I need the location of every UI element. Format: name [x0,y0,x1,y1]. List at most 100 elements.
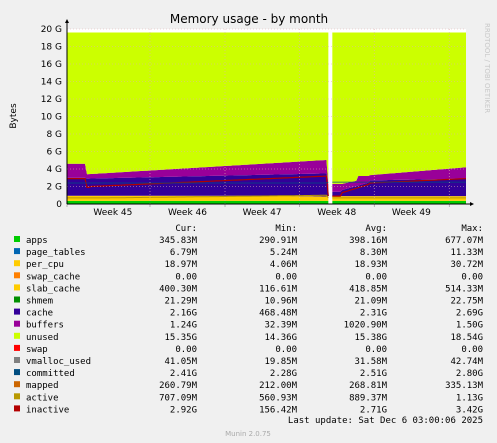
legend-max-vmalloc_used: 42.74M [450,357,483,367]
legend-swatch-shmem [14,296,20,303]
legend-avg-shmem: 21.09M [354,297,387,307]
line-committed-0 [67,181,329,184]
legend-max-active: 1.13G [456,393,483,403]
legend-name-apps: apps [26,236,48,246]
legend-min-swap: 0.00 [275,345,297,355]
legend-cur-inactive: 2.92G [170,405,197,415]
legend-min-committed: 2.28G [270,369,297,379]
x-tick-label: Week 49 [392,208,431,218]
legend-rows: apps 345.83M 290.91M 398.16M 677.07M page_tab… [14,236,484,415]
legend-name-mapped: mapped [26,381,59,391]
column-header-min: Min: [275,224,297,234]
legend-max-buffers: 1.50G [456,321,483,331]
line-active-0 [67,194,329,199]
legend-avg-mapped: 268.81M [349,381,388,391]
column-header-max: Max: [461,224,483,234]
y-tick-label: 14 G [41,78,62,88]
legend-min-swap_cache: 0.00 [275,272,297,282]
legend-name-swap: swap [26,345,48,355]
legend-name-inactive: inactive [26,405,69,415]
legend-max-mapped: 335.13M [445,381,484,391]
legend-min-slab_cache: 116.61M [259,284,298,294]
legend-max-apps: 677.07M [445,236,484,246]
legend-avg-active: 889.37M [349,393,388,403]
legend-max-unused: 18.54G [450,333,483,343]
legend-max-committed: 2.80G [456,369,483,379]
y-tick-label: 10 G [41,113,62,123]
legend-name-shmem: shmem [26,297,53,307]
x-axis: Week 45 Week 46 Week 47 Week 48 Week 49 [66,202,474,218]
legend-name-buffers: buffers [26,321,64,331]
legend-swatch-unused [14,332,20,339]
legend-cur-active: 707.09M [159,393,198,403]
rrdtool-watermark: RRDTOOL / TOBI OETIKER [483,23,491,113]
x-tick-label: Week 45 [93,208,132,218]
legend-cur-page_tables: 6.79M [170,248,198,258]
legend-cur-buffers: 1.24G [170,321,197,331]
x-tick-label: Week 46 [168,208,207,218]
legend-cur-shmem: 21.29M [164,297,197,307]
legend-name-page_tables: page_tables [26,248,86,258]
legend-min-inactive: 156.42M [259,405,298,415]
legend-min-buffers: 32.39M [264,321,297,331]
legend-avg-per_cpu: 18.93M [354,260,387,270]
chart-title: Memory usage - by month [170,12,328,26]
area-cache [67,173,466,197]
legend-min-vmalloc_used: 19.85M [264,357,297,367]
legend-min-shmem: 10.96M [264,297,297,307]
y-axis: 0 2 G 4 G 6 G 8 G 10 G 12 G 14 G 16 G 18 G 20 G [41,19,69,210]
y-tick-label: 16 G [41,60,62,70]
y-tick-label: 18 G [41,43,62,53]
legend-avg-vmalloc_used: 31.58M [354,357,387,367]
legend-swatch-slab_cache [14,284,20,291]
y-tick-label: 0 [56,200,62,210]
area-unused [67,32,466,184]
legend-avg-buffers: 1020.90M [344,321,388,331]
legend-swatch-committed [14,369,20,376]
plot-area: 0 2 G 4 G 6 G 8 G 10 G 12 G 14 G 16 G 18 G 20 G We… [41,19,474,218]
legend-max-shmem: 22.75M [450,297,483,307]
legend-swatch-buffers [14,320,20,327]
legend-cur-apps: 345.83M [159,236,198,246]
legend-swatch-apps [14,236,20,242]
area-apps [67,200,466,204]
legend-min-cache: 468.48M [259,309,298,319]
legend-name-swap_cache: swap_cache [26,272,80,282]
legend-min-active: 560.93M [259,393,298,403]
x-tick-label: Week 47 [243,208,282,218]
legend-name-slab_cache: slab_cache [26,284,80,294]
y-axis-label: Bytes [9,103,19,129]
legend-max-swap_cache: 0.00 [461,272,483,282]
y-tick-label: 4 G [46,165,62,175]
legend-avg-inactive: 2.71G [360,405,387,415]
legend-min-apps: 290.91M [259,236,298,246]
legend-name-committed: committed [26,369,75,379]
legend-cur-cache: 2.16G [170,309,197,319]
legend-max-page_tables: 11.33M [450,248,483,258]
legend-table: Cur: Min: Avg: Max: apps 345.83M 290.91M 39… [14,224,484,415]
legend-avg-swap_cache: 0.00 [365,272,387,282]
legend-cur-vmalloc_used: 41.05M [164,357,197,367]
column-header-avg: Avg: [365,224,387,234]
y-axis-arrow [65,19,69,23]
legend-avg-slab_cache: 418.85M [349,284,388,294]
legend-max-inactive: 3.42G [456,405,483,415]
legend-swatch-vmalloc_used [14,357,20,363]
stacked-areas [67,29,466,204]
legend-cur-mapped: 260.79M [159,381,198,391]
legend-cur-swap_cache: 0.00 [175,272,197,282]
legend-swatch-swap [14,344,20,351]
legend-name-active: active [26,393,59,403]
area-buffers [67,159,466,192]
data-gap [328,29,333,204]
legend-max-slab_cache: 514.33M [445,284,484,294]
munin-version: Munin 2.0.75 [225,430,271,438]
legend-cur-per_cpu: 18.97M [164,260,197,270]
line-series [67,175,467,199]
legend-swatch-active [14,393,20,400]
legend-swatch-cache [14,308,20,315]
column-header-cur: Cur: [175,224,197,234]
legend-swatch-swap_cache [14,272,20,279]
last-update: Last update: Sat Dec 6 03:00:06 2025 [288,416,483,426]
legend-min-mapped: 212.00M [259,381,298,391]
